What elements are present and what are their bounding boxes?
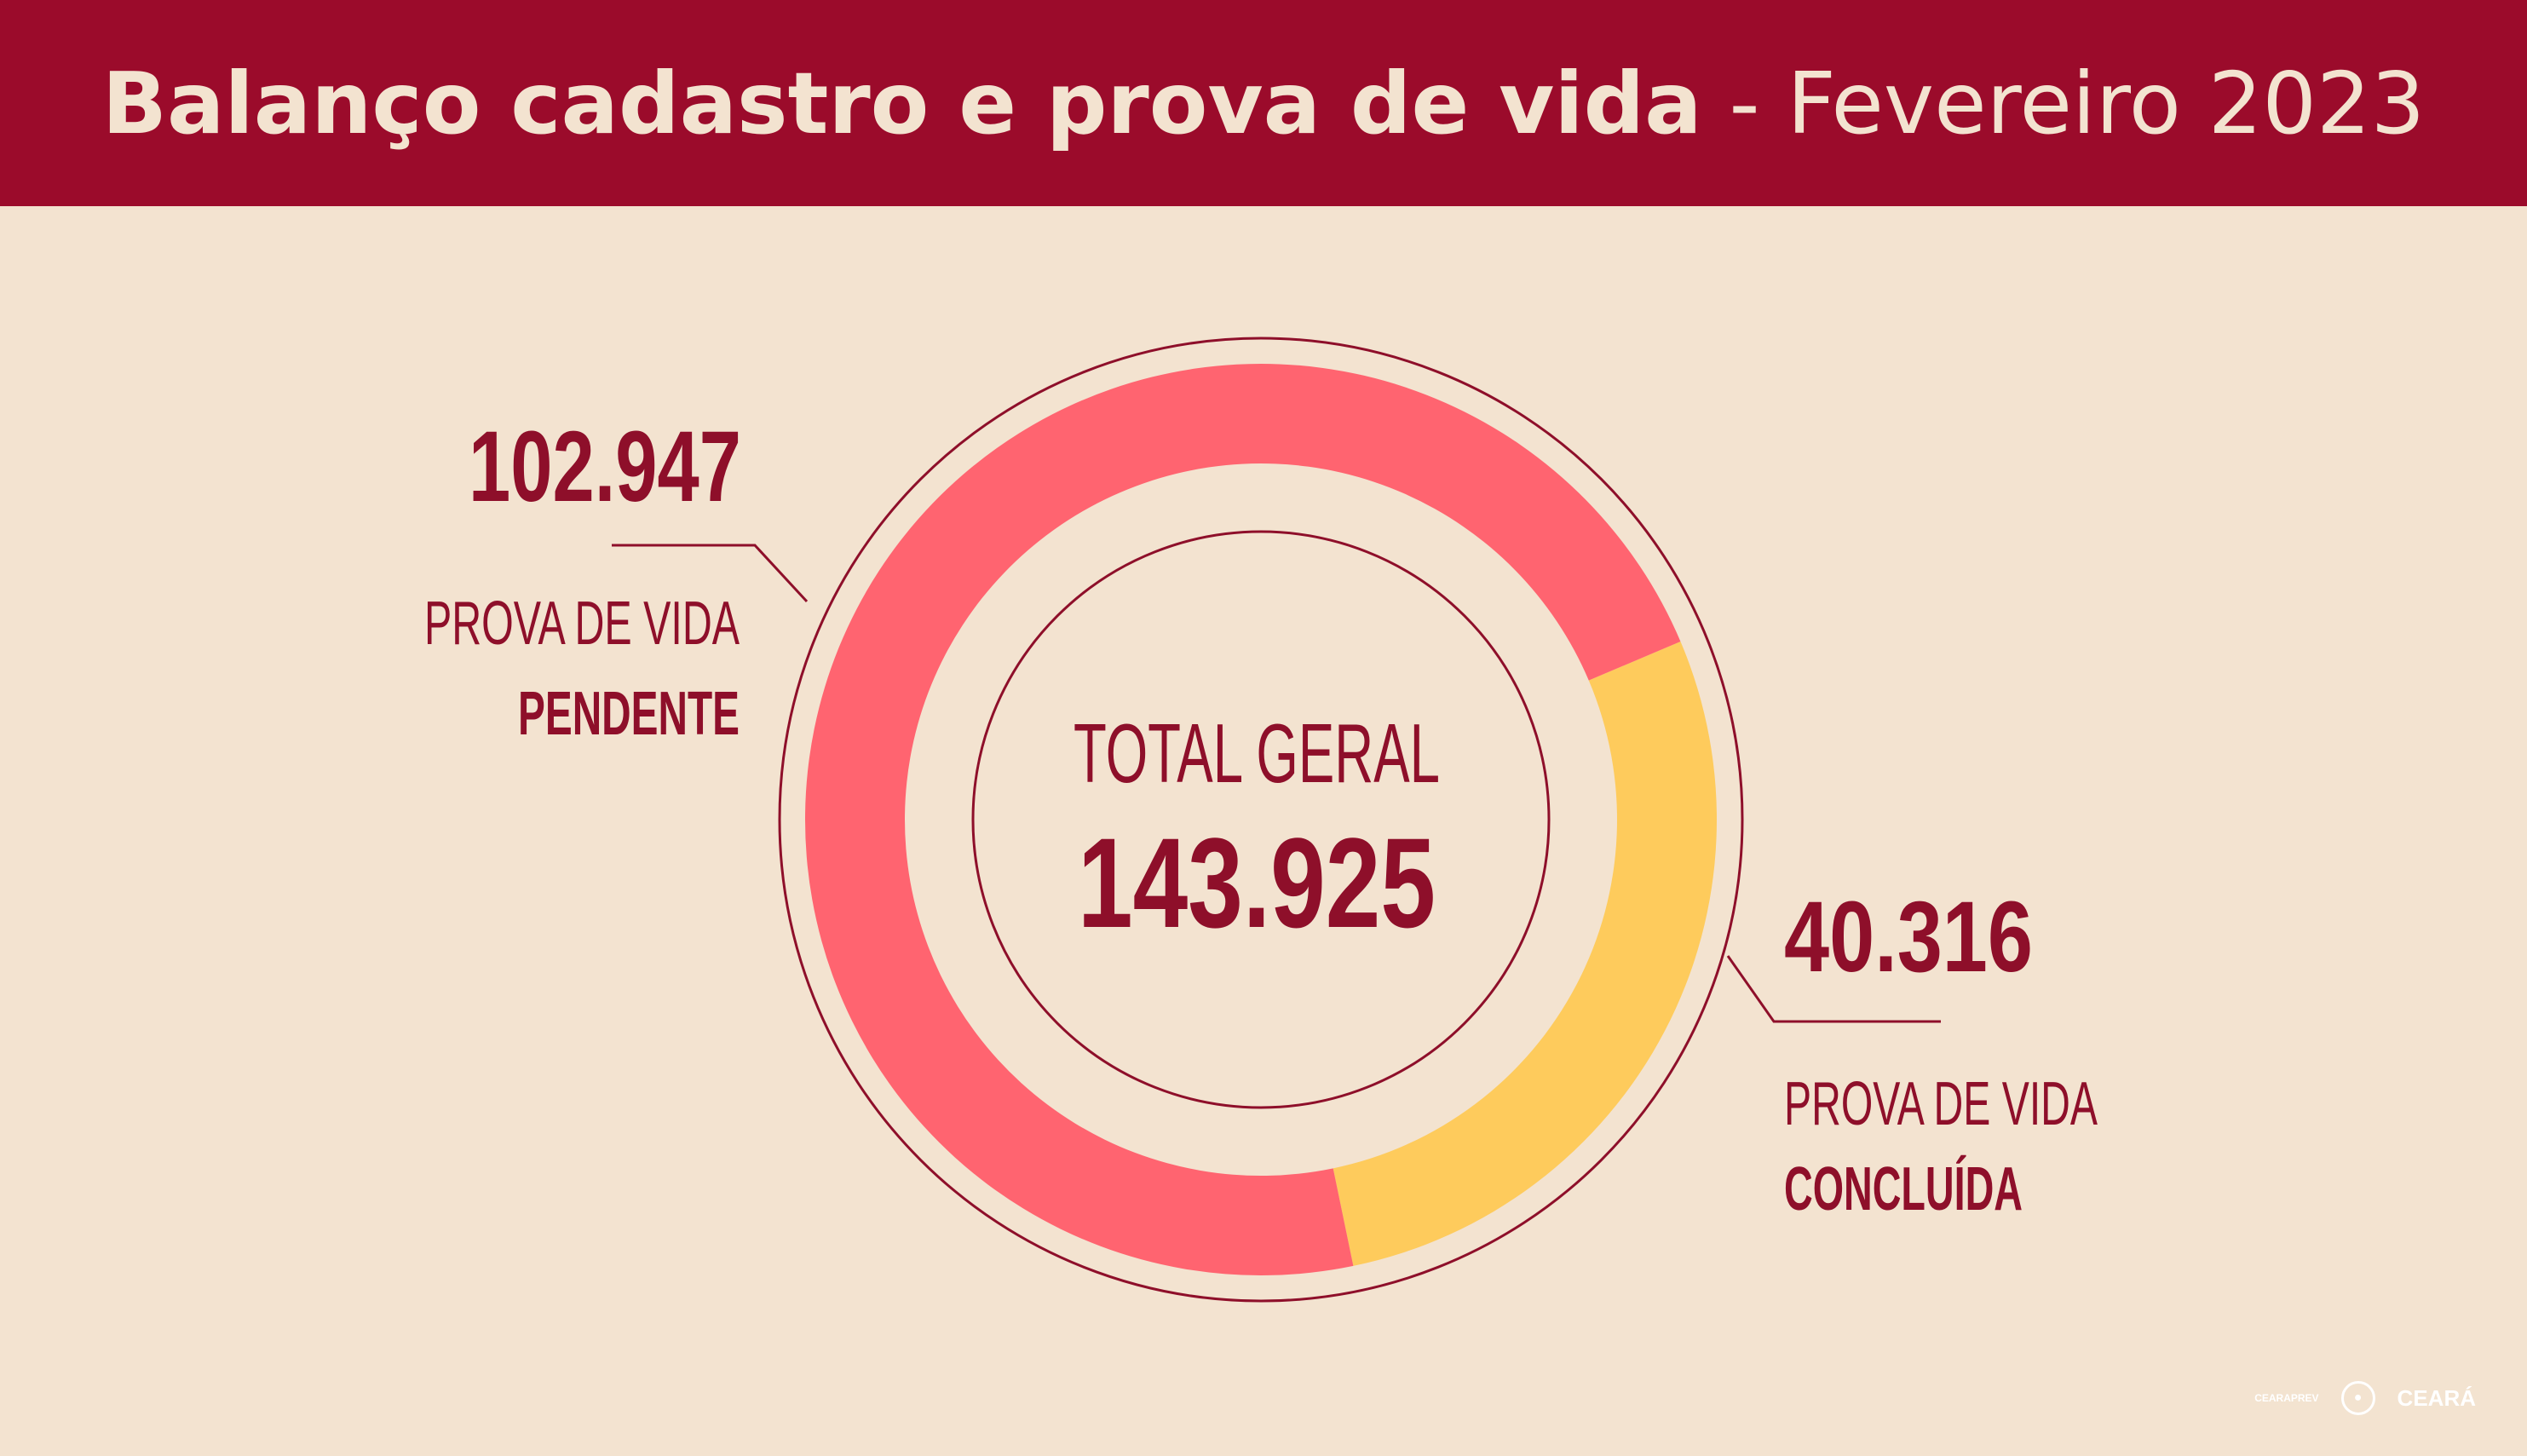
title-light: - Fevereiro 2023 [1729,53,2426,153]
page-title: Balanço cadastro e prova de vida - Fever… [102,54,2425,153]
state-seal-icon: ● [2340,1381,2375,1415]
center-label: TOTAL GERAL [1074,706,1440,800]
footer-logos: CEARAPREV ● CEARÁ [2254,1381,2476,1415]
slice-concluida [1333,641,1717,1266]
pendente-value: 102.947 [469,411,741,523]
pendente-caption: PROVA DE VIDA [424,590,740,658]
concluida-caption: PROVA DE VIDA [1784,1070,2098,1138]
concluida-leader-line [1726,955,1941,1023]
pendente-status: PENDENTE [518,680,740,748]
title-bold: Balanço cadastro e prova de vida [101,53,1702,153]
center-value: 143.925 [1078,811,1436,954]
cearaprev-logo: CEARAPREV [2254,1392,2319,1404]
inner-ring [971,530,1551,1109]
concluida-value: 40.316 [1784,881,2033,993]
header-bar: Balanço cadastro e prova de vida - Fever… [0,0,2527,206]
donut-slices [804,364,1717,1275]
concluida-status: CONCLUÍDA [1784,1155,2023,1223]
outer-ring [778,337,1744,1303]
ceara-logo: CEARÁ [2397,1385,2476,1411]
pendente-leader-line [612,544,809,603]
